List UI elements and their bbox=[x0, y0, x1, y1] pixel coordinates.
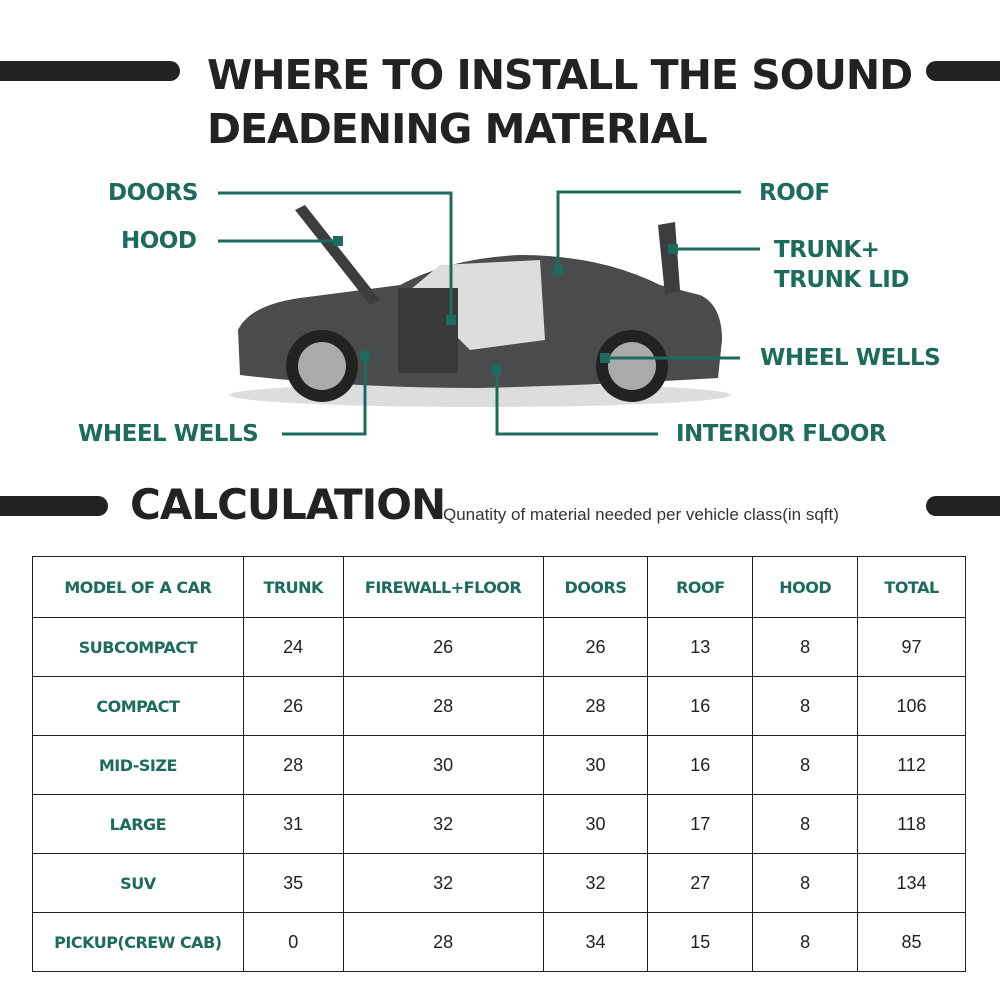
table-cell: 30 bbox=[542, 735, 649, 795]
row-model: PICKUP(CREW CAB) bbox=[32, 912, 244, 972]
table-row: COMPACT 26 28 28 16 8 106 bbox=[32, 676, 966, 736]
table-cell: 32 bbox=[542, 853, 649, 913]
table-cell: 30 bbox=[342, 735, 544, 795]
row-model: SUBCOMPACT bbox=[32, 617, 244, 677]
material-table: MODEL OF A CAR TRUNK FIREWALL+FLOOR DOORS RO… bbox=[32, 556, 966, 972]
decor-bar bbox=[0, 61, 180, 81]
label-interior-floor: INTERIOR FLOOR bbox=[676, 421, 887, 447]
table-cell: 17 bbox=[647, 794, 754, 854]
table-cell: 31 bbox=[242, 794, 344, 854]
trunk-lid-open bbox=[658, 222, 680, 295]
table-row: SUBCOMPACT 24 26 26 13 8 97 bbox=[32, 617, 966, 677]
table-cell: 106 bbox=[857, 676, 966, 736]
table-row: SUV 35 32 32 27 8 134 bbox=[32, 853, 966, 913]
row-model: LARGE bbox=[32, 794, 244, 854]
label-doors: DOORS bbox=[108, 180, 198, 206]
column-header: ROOF bbox=[647, 556, 754, 618]
row-model: COMPACT bbox=[32, 676, 244, 736]
label-roof: ROOF bbox=[759, 180, 830, 206]
table-cell: 118 bbox=[857, 794, 966, 854]
column-header: TRUNK bbox=[242, 556, 344, 618]
table-header-row: MODEL OF A CAR TRUNK FIREWALL+FLOOR DOORS RO… bbox=[32, 556, 966, 618]
column-header: TOTAL bbox=[857, 556, 966, 618]
table-cell: 8 bbox=[752, 912, 859, 972]
table-cell: 27 bbox=[647, 853, 754, 913]
table-cell: 15 bbox=[647, 912, 754, 972]
label-trunk: TRUNK+ TRUNK LID bbox=[774, 237, 909, 293]
table-cell: 32 bbox=[342, 853, 544, 913]
table-cell: 85 bbox=[857, 912, 966, 972]
table-cell: 8 bbox=[752, 794, 859, 854]
table-cell: 97 bbox=[857, 617, 966, 677]
page-title: WHERE TO INSTALL THE SOUND DEADENING MATE… bbox=[207, 51, 913, 153]
calculation-subtitle: Qunatity of material needed per vehicle … bbox=[443, 505, 839, 524]
table-cell: 8 bbox=[752, 676, 859, 736]
label-hood: HOOD bbox=[121, 228, 197, 254]
table-cell: 112 bbox=[857, 735, 966, 795]
row-model: SUV bbox=[32, 853, 244, 913]
table-cell: 8 bbox=[752, 617, 859, 677]
column-header: MODEL OF A CAR bbox=[32, 556, 244, 618]
table-cell: 16 bbox=[647, 676, 754, 736]
table-cell: 26 bbox=[342, 617, 544, 677]
table-cell: 0 bbox=[242, 912, 344, 972]
table-cell: 28 bbox=[342, 912, 544, 972]
table-row: MID-SIZE 28 30 30 16 8 112 bbox=[32, 735, 966, 795]
label-wheel-wells-right: WHEEL WELLS bbox=[760, 345, 941, 371]
table-cell: 28 bbox=[242, 735, 344, 795]
table-cell: 34 bbox=[542, 912, 649, 972]
table-cell: 16 bbox=[647, 735, 754, 795]
table-cell: 30 bbox=[542, 794, 649, 854]
hood-open bbox=[295, 205, 380, 305]
table-cell: 8 bbox=[752, 735, 859, 795]
label-wheel-wells-left: WHEEL WELLS bbox=[78, 421, 259, 447]
table-row: PICKUP(CREW CAB) 0 28 34 15 8 85 bbox=[32, 912, 966, 972]
table-cell: 26 bbox=[542, 617, 649, 677]
decor-bar bbox=[926, 61, 1000, 81]
column-header: FIREWALL+FLOOR bbox=[342, 556, 544, 618]
calculation-heading: CALCULATION bbox=[130, 480, 446, 529]
decor-bar bbox=[926, 496, 1000, 516]
table-cell: 13 bbox=[647, 617, 754, 677]
row-model: MID-SIZE bbox=[32, 735, 244, 795]
car-diagram bbox=[218, 190, 760, 436]
leader-lines bbox=[218, 190, 760, 436]
table-row: LARGE 31 32 30 17 8 118 bbox=[32, 794, 966, 854]
column-header: DOORS bbox=[542, 556, 649, 618]
table-cell: 28 bbox=[542, 676, 649, 736]
table-cell: 8 bbox=[752, 853, 859, 913]
table-cell: 134 bbox=[857, 853, 966, 913]
column-header: HOOD bbox=[752, 556, 859, 618]
table-cell: 26 bbox=[242, 676, 344, 736]
table-cell: 35 bbox=[242, 853, 344, 913]
decor-bar bbox=[0, 496, 108, 516]
table-cell: 24 bbox=[242, 617, 344, 677]
table-cell: 32 bbox=[342, 794, 544, 854]
table-cell: 28 bbox=[342, 676, 544, 736]
markers bbox=[333, 236, 678, 375]
